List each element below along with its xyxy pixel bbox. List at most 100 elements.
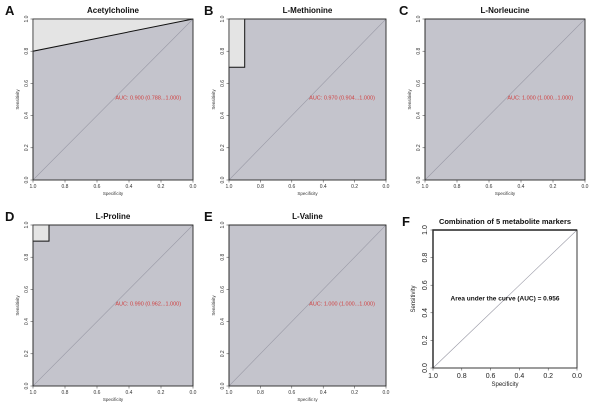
auc-annotation: AUC: 1.000 (1.000...1.000) bbox=[507, 96, 573, 102]
y-tick-label: 0.4 bbox=[220, 112, 226, 119]
y-tick-label: 0.0 bbox=[24, 382, 30, 389]
panel-e: E L-Valine 1.0 0.8 0.6 0.4 0.2 0.0 0.0 0.2 0.4 0.6 0… bbox=[204, 209, 390, 402]
y-tick-label: 1.0 bbox=[220, 221, 226, 228]
y-tick-label: 0.6 bbox=[422, 280, 429, 290]
diagonal-reference-line bbox=[32, 18, 194, 181]
panel-a: A Acetylcholine 1.0 0.8 0.6 0.4 0.2 0.0 0.0 0.2 0.… bbox=[5, 3, 197, 196]
plot-border bbox=[424, 18, 586, 181]
y-axis-label: Sensitivity bbox=[15, 295, 20, 316]
x-tick-label: 0.2 bbox=[550, 184, 557, 190]
x-axis-label: Specificity bbox=[491, 382, 518, 388]
x-axis-label: Specificity bbox=[103, 191, 124, 196]
panel-letter: D bbox=[5, 209, 14, 224]
chart-title: L-Proline bbox=[96, 212, 131, 221]
y-tick-label: 0.2 bbox=[220, 144, 226, 151]
y-tick-label: 0.6 bbox=[24, 80, 30, 87]
x-tick-label: 1.0 bbox=[422, 184, 429, 190]
y-axis-label: Sensitivity bbox=[15, 89, 20, 110]
diagonal-reference-line bbox=[228, 18, 387, 181]
x-axis-label: Specificity bbox=[297, 397, 318, 402]
y-tick-label: 0.6 bbox=[220, 80, 226, 87]
x-tick-label: 0.8 bbox=[257, 390, 264, 396]
chart-title: L-Valine bbox=[292, 212, 323, 221]
panel-letter: E bbox=[204, 209, 213, 224]
panel-letter: F bbox=[402, 214, 410, 229]
y-tick-label: 0.0 bbox=[220, 176, 226, 183]
y-tick-label: 0.8 bbox=[220, 254, 226, 261]
x-tick-label: 0.8 bbox=[62, 184, 69, 190]
x-tick-label: 0.4 bbox=[518, 184, 525, 190]
panel-letter: B bbox=[204, 3, 213, 18]
panel-b: B L-Methionine 1.0 0.8 0.6 0.4 0.2 0.0 0.0 0.2 0.4… bbox=[204, 3, 390, 196]
x-axis-label: Specificity bbox=[495, 191, 516, 196]
y-tick-label: 1.0 bbox=[24, 221, 30, 228]
y-tick-label: 0.6 bbox=[416, 80, 422, 87]
diagonal-reference-line bbox=[228, 224, 387, 387]
x-tick-label: 0.6 bbox=[288, 390, 295, 396]
y-tick-label: 1.0 bbox=[416, 15, 422, 22]
plot-border bbox=[32, 18, 194, 181]
x-tick-label: 1.0 bbox=[30, 390, 37, 396]
diagonal-reference-line bbox=[432, 229, 578, 369]
x-tick-label: 0.2 bbox=[543, 373, 553, 380]
y-tick-label: 0.2 bbox=[24, 144, 30, 151]
y-tick-label: 0.2 bbox=[416, 144, 422, 151]
ci-region bbox=[33, 19, 193, 180]
y-tick-label: 0.4 bbox=[422, 308, 429, 318]
y-tick-label: 0.0 bbox=[220, 382, 226, 389]
auc-annotation: AUC: 1.000 (1.000...1.000) bbox=[309, 302, 375, 308]
x-tick-label: 0.4 bbox=[126, 390, 133, 396]
plot-border bbox=[228, 18, 387, 181]
plot-border bbox=[228, 224, 387, 387]
y-tick-label: 0.0 bbox=[422, 363, 429, 373]
y-axis-label: Sensitivity bbox=[211, 89, 216, 110]
chart-title: L-Norleucine bbox=[481, 6, 530, 15]
auc-annotation: AUC: 0.900 (0.788...1.000) bbox=[115, 96, 181, 102]
x-tick-label: 0.2 bbox=[158, 390, 165, 396]
y-tick-label: 0.8 bbox=[24, 254, 30, 261]
y-tick-label: 0.2 bbox=[220, 350, 226, 357]
y-axis-label: Sensitivity bbox=[211, 295, 216, 316]
x-tick-label: 1.0 bbox=[226, 184, 233, 190]
y-tick-label: 1.0 bbox=[24, 15, 30, 22]
y-tick-label: 1.0 bbox=[220, 15, 226, 22]
panel-c: C L-Norleucine 1.0 0.8 0.6 0.4 0.2 0.0 0.0 0.2 0.4… bbox=[399, 3, 589, 196]
x-tick-label: 0.8 bbox=[257, 184, 264, 190]
x-tick-label: 0.6 bbox=[486, 184, 493, 190]
x-tick-label: 0.6 bbox=[288, 184, 295, 190]
y-tick-label: 0.0 bbox=[24, 176, 30, 183]
x-tick-label: 0.4 bbox=[126, 184, 133, 190]
x-tick-label: 0.0 bbox=[582, 184, 589, 190]
x-tick-label: 0.0 bbox=[190, 184, 197, 190]
plot-border bbox=[32, 224, 194, 387]
y-tick-label: 0.6 bbox=[24, 286, 30, 293]
x-tick-label: 0.6 bbox=[486, 373, 496, 380]
y-tick-label: 0.8 bbox=[416, 48, 422, 55]
watermark-text: CSDN @代谢组学相关资讯分享 bbox=[312, 393, 496, 408]
x-tick-label: 0.2 bbox=[351, 390, 358, 396]
y-tick-label: 0.4 bbox=[24, 112, 30, 119]
panel-letter: A bbox=[5, 3, 15, 18]
plot-border bbox=[432, 229, 578, 369]
x-tick-label: 0.4 bbox=[320, 184, 327, 190]
y-axis-label: Sensitivity bbox=[411, 285, 417, 312]
panel-d: D L-Proline 1.0 0.8 0.6 0.4 0.2 0.0 0.0 0.2 0.4 0.6… bbox=[5, 209, 197, 402]
x-tick-label: 0.8 bbox=[454, 184, 461, 190]
panel-letter: C bbox=[399, 3, 409, 18]
y-tick-label: 1.0 bbox=[422, 225, 429, 235]
x-tick-label: 0.2 bbox=[351, 184, 358, 190]
x-axis-label: Specificity bbox=[103, 397, 124, 402]
chart-title: Acetylcholine bbox=[87, 6, 140, 15]
y-tick-label: 0.8 bbox=[422, 253, 429, 263]
x-tick-label: 1.0 bbox=[226, 390, 233, 396]
diagonal-reference-line bbox=[32, 224, 194, 387]
auc-annotation: AUC: 0.990 (0.962...1.000) bbox=[115, 302, 181, 308]
y-tick-label: 0.6 bbox=[220, 286, 226, 293]
x-tick-label: 0.8 bbox=[62, 390, 69, 396]
x-tick-label: 0.2 bbox=[158, 184, 165, 190]
y-tick-label: 0.4 bbox=[220, 318, 226, 325]
y-tick-label: 0.2 bbox=[422, 335, 429, 345]
x-tick-label: 0.0 bbox=[383, 390, 390, 396]
